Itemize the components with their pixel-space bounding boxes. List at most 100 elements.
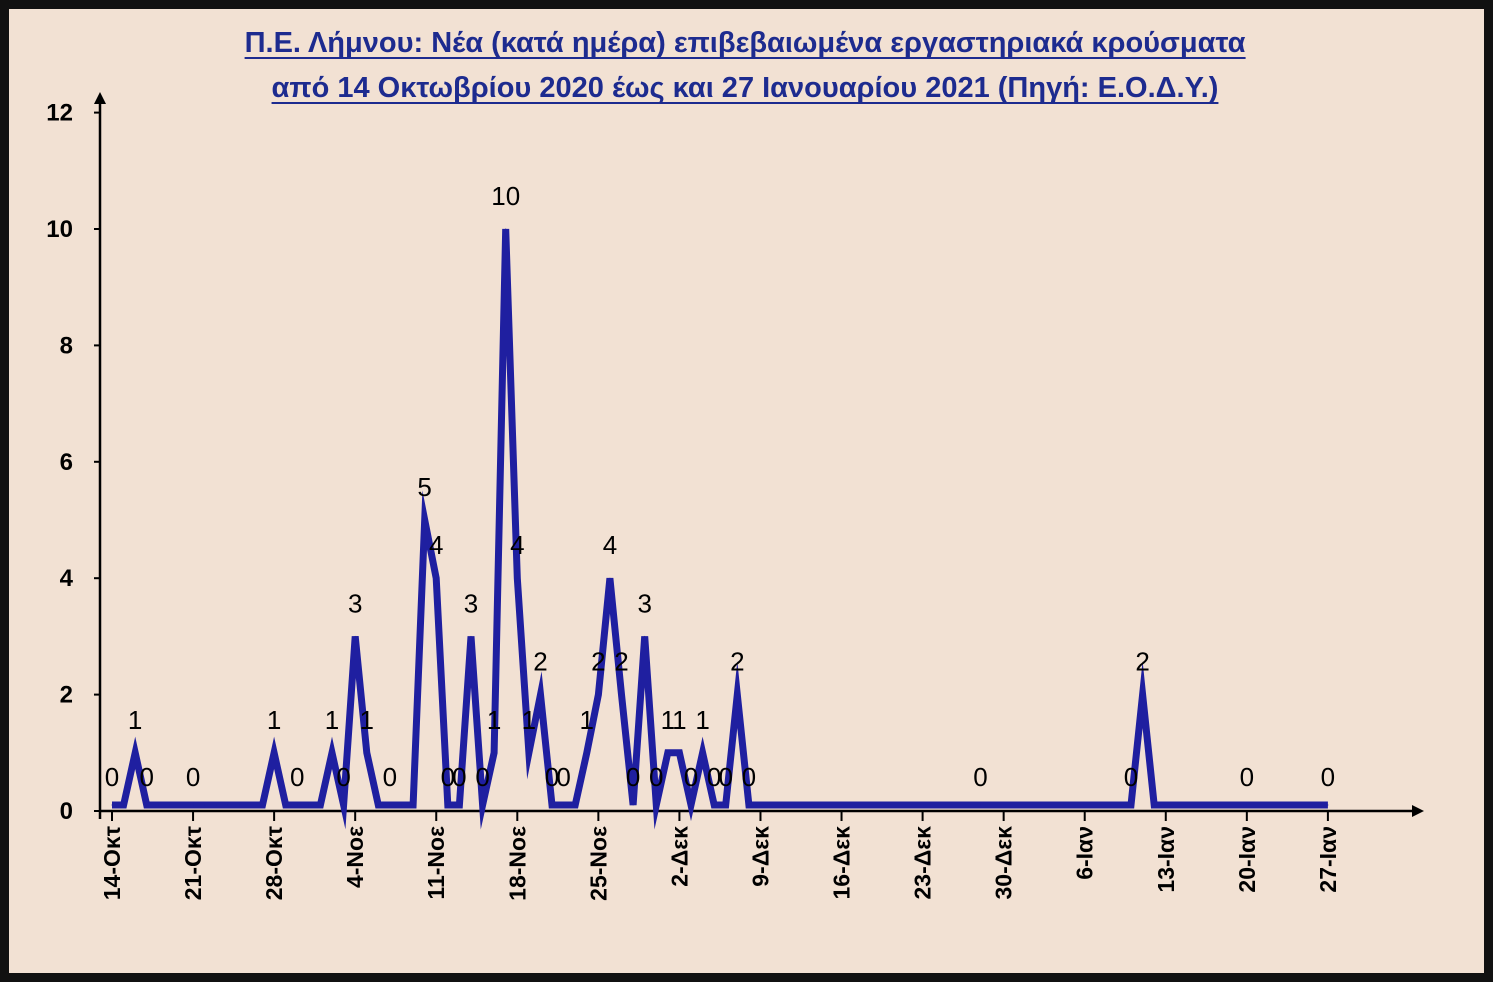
data-point — [192, 804, 194, 806]
data-point — [678, 752, 680, 754]
data-label: 0 — [973, 762, 987, 792]
data-point — [285, 804, 287, 806]
data-point — [447, 804, 449, 806]
data-point — [424, 519, 426, 521]
y-tick-label: 2 — [60, 682, 73, 709]
x-tick-label: 30-Δεκ — [991, 826, 1017, 900]
data-point — [435, 577, 437, 579]
data-point — [354, 635, 356, 637]
data-label: 0 — [626, 762, 640, 792]
data-label: 0 — [742, 762, 756, 792]
data-label: 2 — [533, 647, 547, 677]
y-tick-label: 4 — [60, 565, 74, 592]
x-tick-label: 13-Ιαν — [1153, 826, 1179, 893]
data-label: 1 — [695, 705, 709, 735]
data-point — [621, 694, 623, 696]
data-point — [366, 752, 368, 754]
data-label: 1 — [267, 705, 281, 735]
x-tick-label: 27-Ιαν — [1315, 826, 1341, 893]
data-point — [516, 577, 518, 579]
series-layer — [111, 228, 1329, 830]
title-line-2: από 14 Οκτωβρίου 2020 έως και 27 Ιανουαρ… — [272, 72, 1219, 104]
data-label: 0 — [1240, 762, 1254, 792]
data-point — [505, 228, 507, 230]
data-point — [262, 804, 264, 806]
data-label: 0 — [383, 762, 397, 792]
data-point — [227, 804, 229, 806]
data-label: 1 — [487, 705, 501, 735]
data-label: 0 — [719, 762, 733, 792]
y-axis-arrow — [94, 92, 106, 104]
data-point — [493, 752, 495, 754]
data-point — [470, 635, 472, 637]
x-tick-label: 20-Ιαν — [1234, 826, 1260, 893]
data-point — [539, 694, 541, 696]
data-point — [343, 804, 345, 806]
data-point — [308, 804, 310, 806]
data-label: 0 — [1321, 762, 1335, 792]
x-axis-arrow — [1412, 805, 1424, 817]
data-point — [157, 804, 159, 806]
data-point — [1142, 694, 1144, 696]
data-label: 1 — [661, 705, 675, 735]
data-point — [551, 804, 553, 806]
data-point — [169, 804, 171, 806]
data-point — [412, 804, 414, 806]
data-label: 0 — [336, 762, 350, 792]
data-label: 3 — [464, 588, 478, 618]
data-point — [273, 752, 275, 754]
data-point — [250, 804, 252, 806]
data-label: 0 — [290, 762, 304, 792]
data-label: 4 — [510, 530, 524, 560]
data-point — [713, 804, 715, 806]
data-point — [123, 804, 125, 806]
data-point — [574, 804, 576, 806]
y-tick-label: 0 — [60, 798, 73, 825]
y-tick-label: 6 — [60, 449, 73, 476]
data-point — [146, 804, 148, 806]
chart-title: Π.Ε. Λήμνου: Νέα (κατά ημέρα) επιβεβαιωμ… — [244, 27, 1246, 104]
x-tick-label: 21-Οκτ — [180, 826, 206, 900]
y-tick-label: 12 — [46, 100, 73, 127]
data-point — [377, 804, 379, 806]
data-label: 1 — [360, 705, 374, 735]
title-line-1: Π.Ε. Λήμνου: Νέα (κατά ημέρα) επιβεβαιωμ… — [245, 27, 1246, 59]
data-point — [1130, 804, 1132, 806]
data-label: 0 — [545, 762, 559, 792]
data-point — [134, 752, 136, 754]
y-tick-label: 10 — [46, 216, 73, 243]
series-line — [112, 228, 1328, 830]
x-tick-label: 11-Νοε — [423, 826, 449, 900]
data-point — [528, 752, 530, 754]
data-point — [389, 804, 391, 806]
x-tick-label: 25-Νοε — [585, 826, 611, 901]
data-label: 1 — [325, 705, 339, 735]
data-label: 3 — [637, 588, 651, 618]
data-label: 4 — [603, 530, 617, 560]
data-label: 1 — [672, 705, 686, 735]
data-point — [644, 635, 646, 637]
data-point — [667, 752, 669, 754]
x-tick-label: 4-Νοε — [342, 826, 368, 888]
data-label: 2 — [591, 647, 605, 677]
data-point — [1327, 804, 1329, 806]
x-tick-label: 18-Νοε — [504, 826, 530, 901]
data-point — [331, 752, 333, 754]
data-point — [1246, 804, 1248, 806]
data-label: 10 — [491, 181, 520, 211]
axes — [94, 92, 1424, 819]
x-tick-label: 9-Δεκ — [747, 826, 773, 887]
data-label: 2 — [730, 647, 744, 677]
data-point — [296, 804, 298, 806]
data-label: 0 — [684, 762, 698, 792]
data-point — [702, 752, 704, 754]
data-label: 5 — [417, 472, 431, 502]
data-point — [401, 804, 402, 806]
data-point — [111, 804, 113, 806]
data-point — [597, 694, 599, 696]
data-label: 2 — [614, 647, 628, 677]
data-label: 0 — [186, 762, 200, 792]
data-label: 0 — [556, 762, 570, 792]
